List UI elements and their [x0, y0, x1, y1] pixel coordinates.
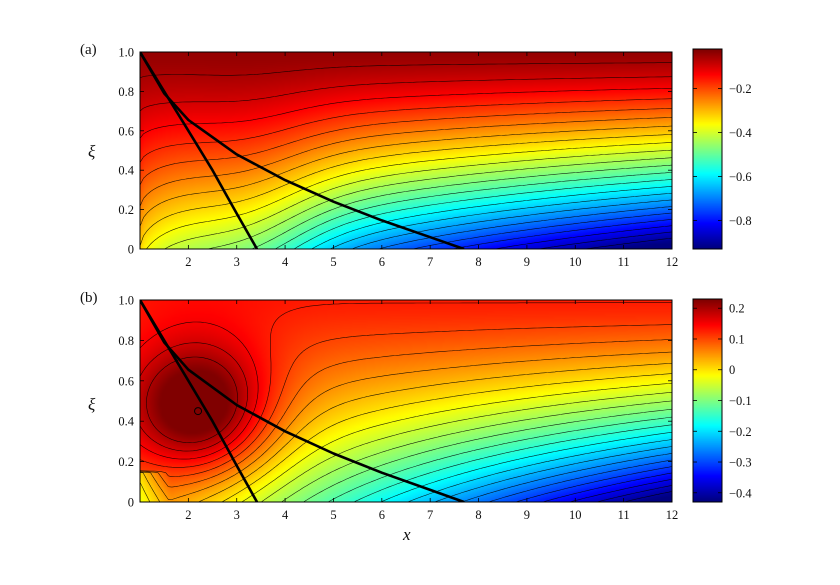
x-tick-label: 5 — [330, 508, 336, 522]
x-tick-label: 11 — [618, 508, 630, 522]
y-axis-label-b: ξ — [88, 395, 96, 414]
x-tick-label: 2 — [185, 508, 191, 522]
contour-line — [494, 225, 672, 249]
axis-ticks-a: 2 3 4 5 6 7 8 9 10 11 12 0 0.2 0.4 0.6 0.8 1.0 — [118, 46, 678, 270]
y-tick-label: 0.4 — [118, 164, 134, 178]
x-tick-label: 5 — [330, 255, 336, 269]
y-tick-label: 0.2 — [118, 203, 134, 217]
x-axis-label: x — [402, 525, 411, 544]
contour-line — [140, 321, 259, 460]
y-tick-label: 0.6 — [118, 124, 134, 138]
thick-curves-b — [140, 300, 465, 502]
colorbar-tick-label: 0.1 — [729, 332, 745, 346]
contour-line — [140, 373, 672, 502]
y-tick-label: 1.0 — [118, 46, 134, 60]
contour-line — [140, 363, 672, 502]
y-tick-label: 1.0 — [118, 294, 134, 308]
colorbar-tick-label: 0 — [729, 363, 735, 377]
panel-label-b: (b) — [80, 290, 98, 306]
contour-line — [275, 172, 672, 249]
thick-curve — [140, 52, 465, 249]
colorbar-a — [693, 49, 722, 249]
colorbar-ticks-a: −0.8 −0.6 −0.4 −0.2 — [693, 82, 752, 228]
y-tick-label: 0 — [128, 496, 134, 510]
y-tick-label: 0.2 — [118, 455, 134, 469]
y-tick-label: 0.6 — [118, 374, 134, 388]
y-tick-label: 0.4 — [118, 415, 134, 429]
contour-line — [303, 408, 672, 502]
contour-line — [311, 186, 672, 249]
axis-ticks-b: 2 3 4 5 6 7 8 9 10 11 12 0 0.2 0.4 0.6 0.8 1.0 — [118, 294, 678, 523]
thick-curve — [140, 300, 465, 502]
contour-lines-b — [140, 302, 672, 502]
contour-line — [261, 392, 672, 502]
x-tick-label: 6 — [379, 508, 385, 522]
x-tick-label: 6 — [379, 255, 385, 269]
x-tick-label: 2 — [185, 255, 191, 269]
x-tick-label: 8 — [475, 255, 481, 269]
colorbar-tick-label: −0.8 — [729, 214, 752, 228]
colorbar-tick-label: −0.2 — [729, 425, 752, 439]
y-tick-label: 0 — [128, 243, 134, 257]
x-tick-label: 9 — [524, 255, 530, 269]
contour-line — [140, 76, 672, 112]
x-tick-label: 12 — [666, 508, 679, 522]
colorbar-tick-label: −0.4 — [729, 126, 752, 140]
contour-line — [434, 446, 672, 502]
contour-line — [146, 356, 238, 443]
x-tick-label: 7 — [427, 255, 433, 269]
panel-b: 2 3 4 5 6 7 8 9 10 11 12 0 0.2 0.4 0.6 0.8 1.0 (b) ξ x −… — [80, 290, 752, 544]
contour-line — [293, 179, 672, 249]
colorbar-ticks-b: −0.4 −0.3 −0.2 −0.1 0 0.1 0.2 — [693, 302, 752, 500]
colorbar-tick-label: −0.4 — [729, 486, 752, 500]
maximum-marker — [194, 407, 203, 416]
x-tick-label: 7 — [427, 508, 433, 522]
contour-line — [140, 302, 672, 468]
colorbar-frame-a — [692, 48, 723, 250]
colorbar-b — [693, 299, 722, 502]
x-tick-label: 3 — [234, 508, 240, 522]
x-tick-label: 8 — [475, 508, 481, 522]
colorbar-tick-label: −0.2 — [729, 82, 752, 96]
x-tick-label: 9 — [524, 508, 530, 522]
y-tick-label: 0.8 — [118, 85, 134, 99]
colorbar-tick-label: −0.1 — [729, 394, 752, 408]
contour-line — [140, 324, 672, 477]
colorbar-tick-label: −0.3 — [729, 456, 752, 470]
x-tick-label: 10 — [569, 508, 582, 522]
colorbar-tick-label: −0.6 — [729, 170, 752, 184]
x-tick-label: 12 — [666, 255, 679, 269]
x-tick-label: 10 — [569, 255, 582, 269]
heatmap-b — [140, 300, 672, 502]
panel-a: 2 3 4 5 6 7 8 9 10 11 12 0 0.2 0.4 0.6 0.8 1.0 (a) ξ −0.… — [80, 42, 752, 269]
x-tick-label: 4 — [282, 508, 289, 522]
x-tick-label: 11 — [618, 255, 630, 269]
y-axis-label-a: ξ — [88, 142, 96, 161]
plot-frame-b — [139, 299, 673, 503]
contour-line — [353, 424, 672, 502]
thick-curves-a — [140, 52, 465, 249]
x-tick-label: 3 — [234, 255, 240, 269]
contour-line — [140, 351, 672, 500]
panel-label-a: (a) — [80, 42, 97, 58]
y-tick-label: 0.8 — [118, 334, 134, 348]
plot-frame-a — [139, 51, 673, 250]
colorbar-tick-label: 0.2 — [729, 302, 745, 316]
heatmap-a — [140, 52, 672, 249]
contour-line — [140, 62, 672, 79]
x-tick-label: 4 — [282, 255, 289, 269]
contour-line — [140, 339, 672, 488]
